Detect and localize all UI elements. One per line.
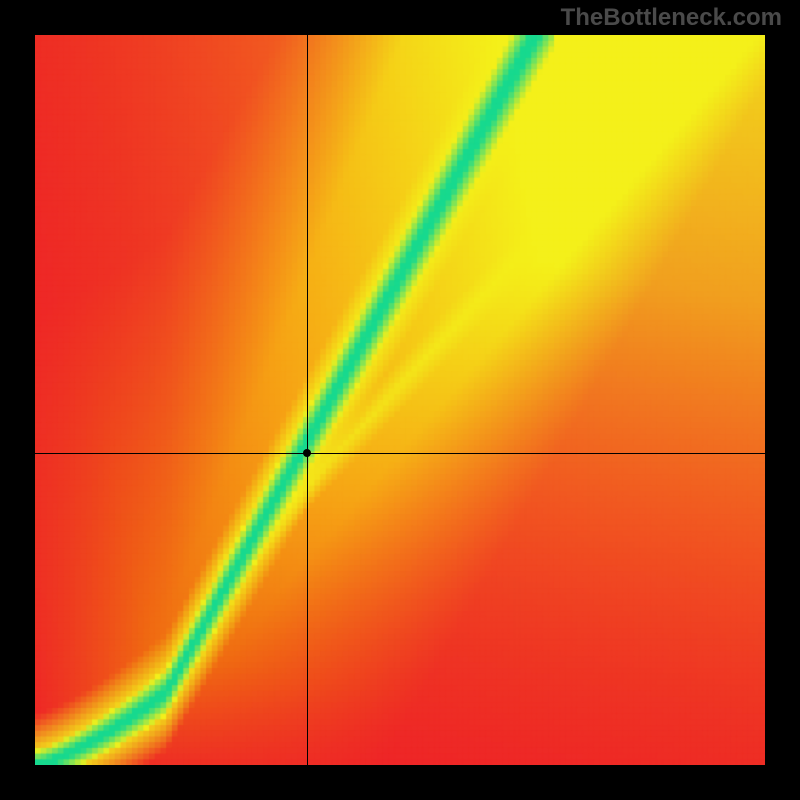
crosshair-horizontal <box>35 453 765 454</box>
crosshair-marker <box>303 449 311 457</box>
chart-container: TheBottleneck.com <box>0 0 800 800</box>
crosshair-vertical <box>307 35 308 765</box>
heatmap-canvas <box>35 35 765 765</box>
watermark-text: TheBottleneck.com <box>561 4 782 32</box>
plot-area <box>35 35 765 765</box>
